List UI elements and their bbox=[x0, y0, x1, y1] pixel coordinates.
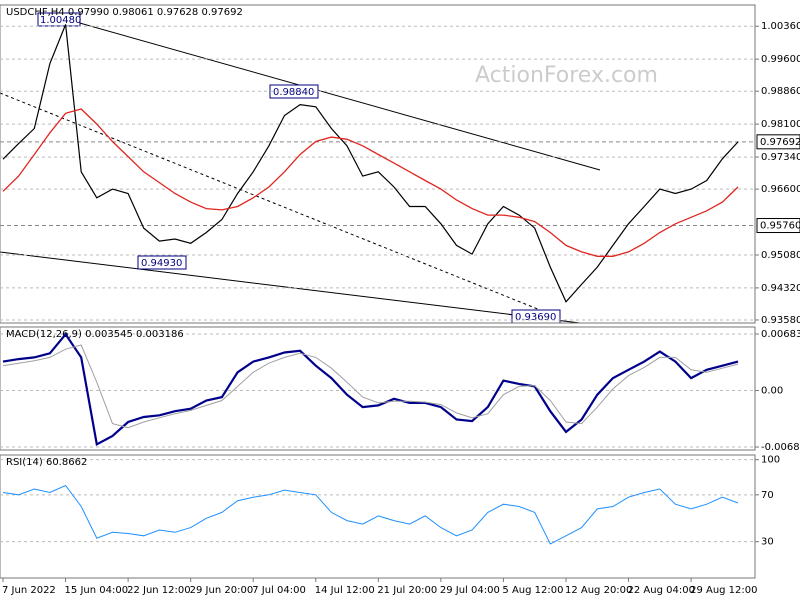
x-tick-label: 22 Jun 12:00 bbox=[127, 585, 191, 596]
level-label: 0.95760 bbox=[760, 221, 800, 232]
y-tick-label: -0.00683 bbox=[761, 442, 800, 453]
trend-line bbox=[0, 92, 561, 319]
x-tick-label: 22 Aug 04:00 bbox=[628, 585, 695, 596]
level-label-box bbox=[756, 134, 800, 150]
annotation: 0.94930 bbox=[141, 258, 182, 269]
x-tick-label: 15 Jun 04:00 bbox=[65, 585, 129, 596]
y-tick-label: 1.00360 bbox=[761, 21, 800, 32]
y-tick-label: 0.95080 bbox=[761, 250, 800, 261]
x-tick-label: 7 Jun 2022 bbox=[2, 585, 56, 596]
x-tick-label: 14 Jul 12:00 bbox=[315, 585, 375, 596]
y-tick-label: 0.00 bbox=[761, 386, 783, 397]
x-tick-label: 29 Jul 04:00 bbox=[440, 585, 500, 596]
y-tick-label: 0.98100 bbox=[761, 119, 800, 130]
y-tick-label: 30 bbox=[761, 537, 774, 548]
level-label-box bbox=[756, 218, 800, 234]
annotation: 0.98840 bbox=[273, 87, 314, 98]
series-line bbox=[2, 344, 739, 429]
y-tick-label: 0.97340 bbox=[761, 152, 800, 163]
panel-frame bbox=[0, 4, 756, 324]
x-tick-label: 12 Aug 20:00 bbox=[565, 585, 632, 596]
x-tick-label: 7 Jul 04:00 bbox=[252, 585, 306, 596]
x-tick-label: 21 Jul 20:00 bbox=[377, 585, 437, 596]
y-tick-label: 0.98860 bbox=[761, 86, 800, 97]
y-tick-label: 100 bbox=[761, 455, 780, 466]
y-tick-label: 0.006832 bbox=[761, 329, 800, 340]
annotation-box bbox=[37, 12, 81, 27]
series-line bbox=[2, 24, 739, 303]
watermark: ActionForex.com bbox=[475, 63, 658, 88]
series-line bbox=[2, 484, 739, 545]
y-tick-label: 0.93580 bbox=[761, 315, 800, 326]
series-line bbox=[2, 108, 739, 257]
annotation: 1.00480 bbox=[40, 15, 81, 26]
panel-title: USDCHF,H4 0.97990 0.98061 0.97628 0.9769… bbox=[6, 7, 243, 18]
annotation: 0.93690 bbox=[515, 312, 556, 323]
annotation-box bbox=[137, 255, 187, 270]
panel-title: MACD(12,26,9) 0.003545 0.003186 bbox=[6, 329, 184, 340]
y-tick-label: 70 bbox=[761, 490, 774, 501]
y-tick-label: 0.94320 bbox=[761, 283, 800, 294]
y-tick-label: 0.96600 bbox=[761, 184, 800, 195]
y-tick-label: 0.99600 bbox=[761, 54, 800, 65]
x-tick-label: 29 Aug 12:00 bbox=[690, 585, 757, 596]
panel-frame bbox=[0, 454, 756, 579]
panel-frame bbox=[0, 326, 756, 451]
x-tick-label: 5 Aug 12:00 bbox=[502, 585, 563, 596]
trend-line bbox=[61, 17, 601, 171]
level-label: 0.97692 bbox=[760, 137, 800, 148]
panel-title: RSI(14) 60.8662 bbox=[6, 457, 87, 468]
series-line bbox=[2, 332, 739, 446]
x-tick-label: 29 Jun 20:00 bbox=[190, 585, 254, 596]
